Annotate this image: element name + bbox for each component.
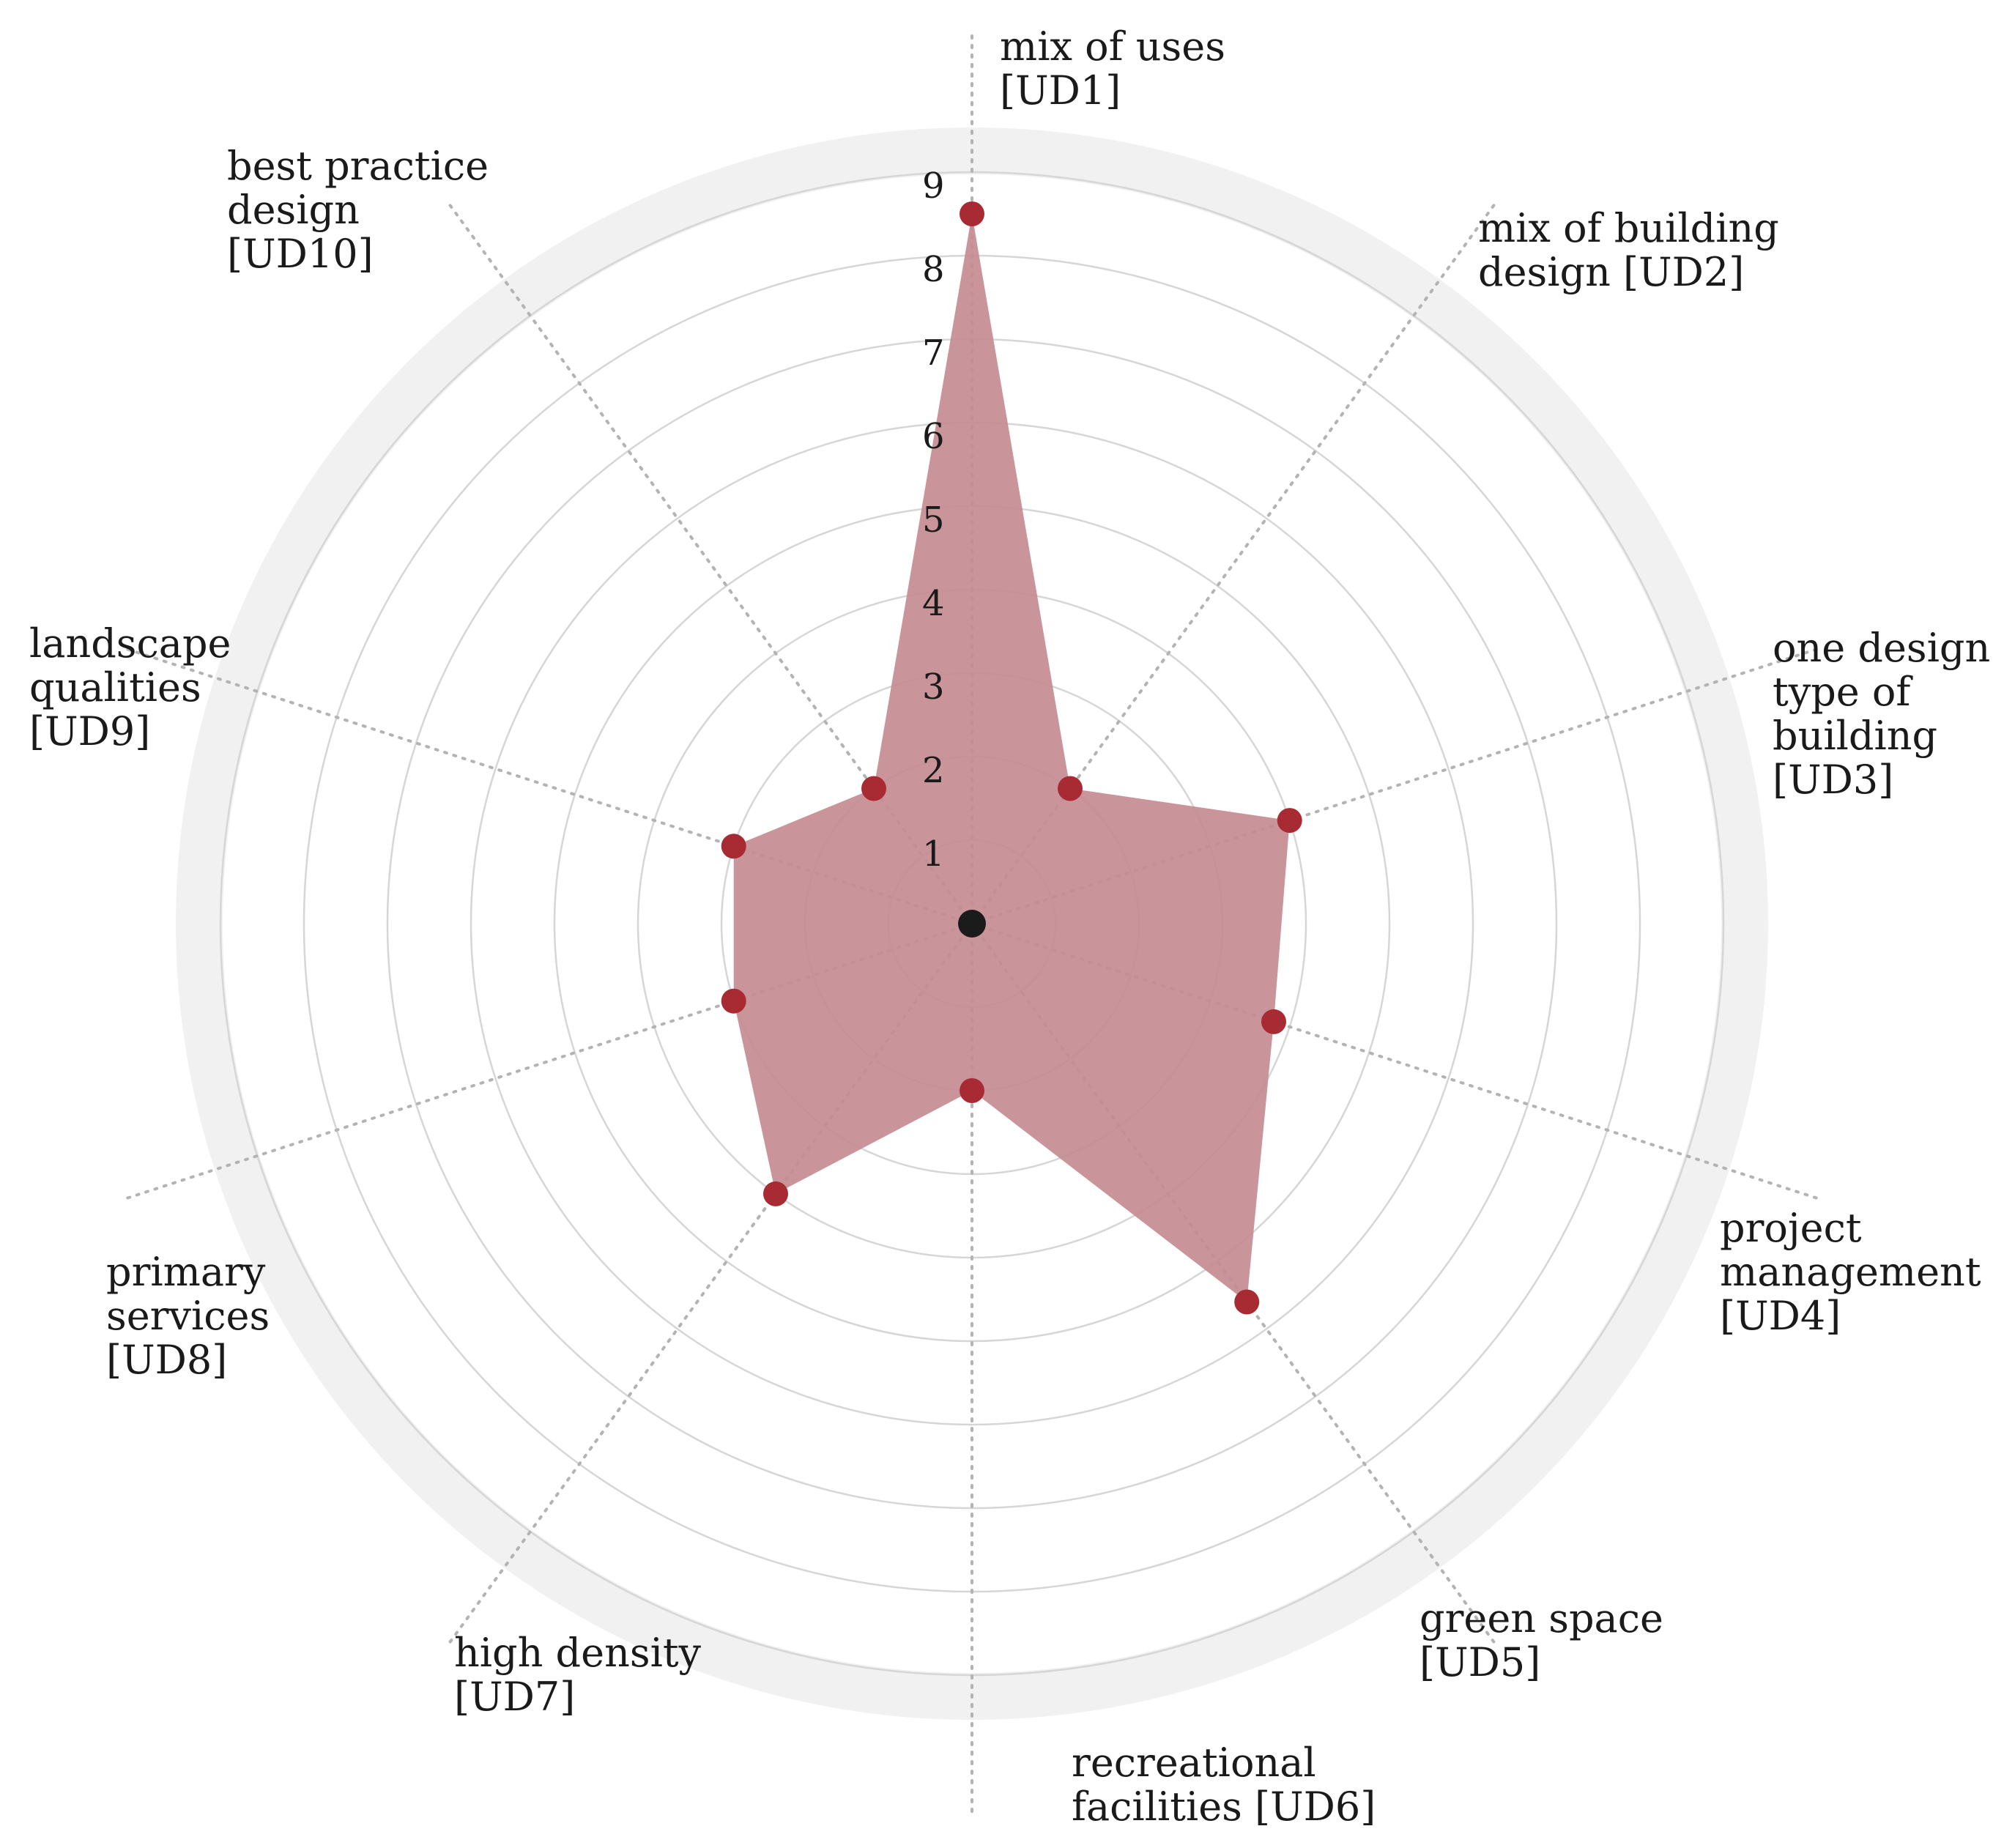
axis-line-5 [971,922,1497,1645]
axis-label-ud10: best practice design [UD10] [227,143,489,277]
axis-label-ud9: landscape qualities [UD9] [29,620,231,754]
data-points [721,201,1302,1315]
tick-label: 7 [922,333,945,374]
data-point-7 [763,1181,788,1206]
tick-label: 6 [922,416,945,457]
data-point-8 [721,988,746,1014]
axis-label-ud5: green space [UD5] [1420,1595,1663,1685]
data-area [733,214,1290,1302]
data-point-2 [1058,776,1083,801]
tick-label: 9 [922,166,945,207]
tick-label: 3 [922,667,945,708]
center-point [958,910,986,938]
data-point-1 [960,201,984,226]
tick-label: 2 [922,750,945,791]
tick-label: 1 [922,834,945,875]
data-point-6 [960,1078,984,1103]
axis-label-ud1: mix of uses [UD1] [1000,23,1225,114]
axis-label-ud4: project management [UD4] [1720,1205,1981,1339]
tick-label: 8 [922,249,945,290]
axis-label-ud2: mix of building design [UD2] [1478,205,1779,295]
axis-line-3 [971,647,1820,925]
data-point-4 [1261,1009,1286,1034]
data-point-3 [1277,808,1302,834]
data-point-5 [1234,1289,1260,1315]
axis-label-ud6: recreational facilities [UD6] [1072,1740,1376,1830]
axis-line-9 [124,647,973,925]
axis-line-4 [971,922,1820,1201]
tick-label: 5 [922,500,945,541]
data-point-9 [721,834,746,859]
tick-label: 4 [922,583,945,624]
data-point-10 [861,776,886,801]
axis-label-ud7: high density [UD7] [454,1630,702,1720]
axis-line-8 [124,922,973,1201]
axis-label-ud8: primary services [UD8] [106,1249,270,1383]
axis-line-2 [971,202,1497,925]
axis-line-10 [447,202,973,925]
axis-label-ud3: one design type of building [UD3] [1773,625,1990,803]
axis-lines [124,32,1820,1815]
axis-labels: mix of uses [UD1] mix of building design [U… [29,23,1990,1830]
axis-line-7 [447,922,973,1645]
tick-labels: 1 2 3 4 5 6 7 8 9 [922,166,945,875]
